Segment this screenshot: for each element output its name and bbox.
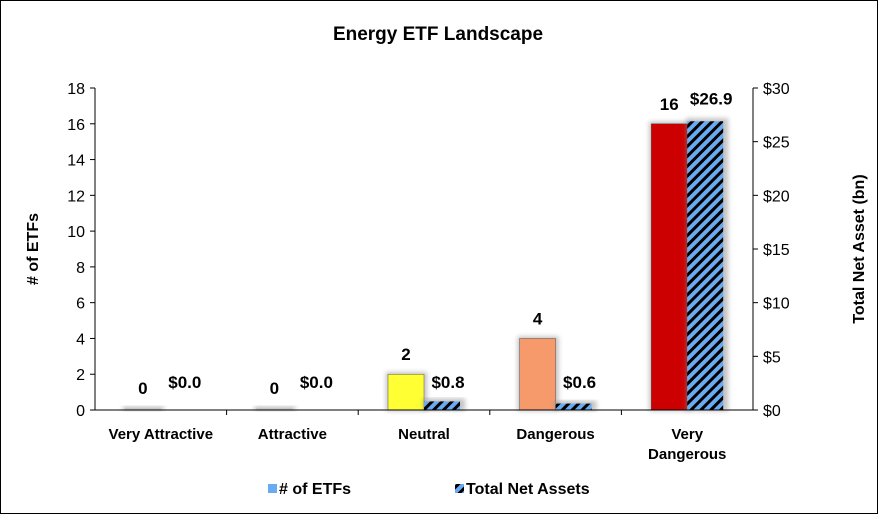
x-tick-label: Very Dangerous [648,426,726,463]
x-tick-label: Dangerous [516,426,594,443]
y2-tick-label: $10 [763,296,790,313]
y-tick-label: 18 [67,81,85,98]
y-tick-label: 2 [76,367,85,384]
bar-num-etfs [519,338,556,411]
y-axis-label: # of ETFs [25,213,42,285]
data-label-num-etfs: 16 [660,95,679,114]
y-tick-label: 12 [67,188,85,205]
bar-total-net-assets [687,121,724,411]
legend-swatch-total-net-assets [455,484,464,493]
y2-tick-label: $20 [763,188,790,205]
bar-num-etfs [650,123,688,411]
y2-tick-label: $0 [763,403,781,420]
y2-tick-label: $15 [763,242,790,259]
y2-tick-label: $25 [763,135,790,152]
data-label-num-etfs: 0 [138,379,147,398]
bar-num-etfs [124,408,161,410]
x-tick-label: Attractive [258,426,327,443]
y-tick-label: 0 [76,403,85,420]
data-label-total-net-assets: $0.0 [168,373,201,392]
y-tick-label: 10 [67,224,85,241]
legend-label-total-net-assets: Total Net Assets [466,481,590,498]
x-tick-label: Very Attractive [109,426,214,443]
bar-total-net-assets [424,401,460,410]
y2-tick-label: $5 [763,349,781,366]
bar-num-etfs [387,373,425,411]
y-tick-label: 16 [67,117,85,134]
legend-label-num-etfs: # of ETFs [279,481,351,498]
data-label-num-etfs: 4 [533,309,543,328]
y2-axis-label: Total Net Asset (bn) [851,174,868,323]
legend-swatch-num-etfs [268,484,277,493]
data-label-total-net-assets: $0.0 [300,373,333,392]
data-label-num-etfs: 2 [401,345,410,364]
y2-tick-label: $30 [763,81,790,98]
y-tick-label: 4 [76,331,85,348]
y-tick-label: 8 [76,260,85,277]
data-label-total-net-assets: $26.9 [690,89,733,108]
x-tick-label: Neutral [398,426,450,443]
data-label-total-net-assets: $0.6 [563,373,596,392]
y-tick-label: 14 [67,153,85,170]
bar-num-etfs [256,408,293,410]
chart-title: Energy ETF Landscape [333,24,543,45]
data-label-num-etfs: 0 [270,379,279,398]
bar-total-net-assets [555,403,592,410]
data-label-total-net-assets: $0.8 [431,373,464,392]
y-tick-label: 6 [76,296,85,313]
